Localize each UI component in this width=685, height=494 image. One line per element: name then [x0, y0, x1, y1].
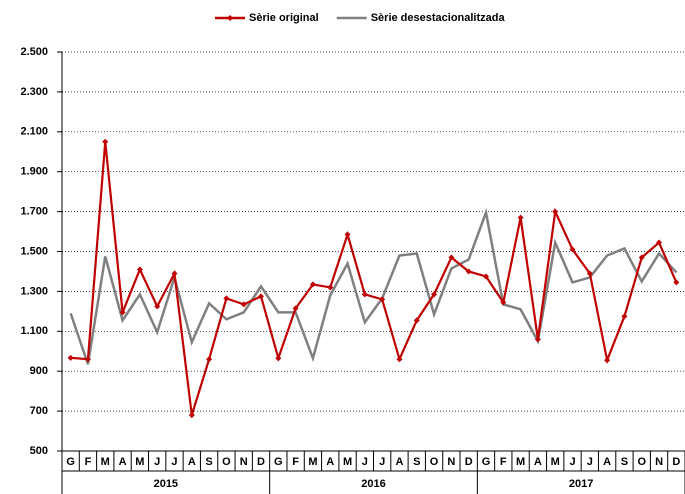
point-marker [275, 355, 282, 362]
x-tick-label: M [343, 456, 352, 468]
point-marker [309, 281, 316, 288]
point-marker [552, 208, 559, 215]
x-tick-label: S [205, 456, 212, 468]
point-marker [656, 239, 663, 246]
point-marker [621, 313, 628, 320]
x-tick-label: A [326, 456, 334, 468]
legend-label: Sèrie desestacionalitzada [371, 12, 506, 24]
x-tick-label: A [603, 456, 611, 468]
x-tick-label: M [516, 456, 525, 468]
point-marker [465, 268, 472, 275]
x-tick-label: M [308, 456, 317, 468]
x-tick-label: G [66, 456, 75, 468]
y-tick-label: 900 [30, 365, 48, 377]
x-tick-label: A [188, 456, 196, 468]
point-marker [586, 270, 593, 277]
year-label: 2017 [569, 478, 593, 490]
x-tick-label: D [257, 456, 265, 468]
x-tick-label: J [379, 456, 385, 468]
point-marker [379, 296, 386, 303]
point-marker [396, 356, 403, 363]
x-tick-label: A [395, 456, 403, 468]
point-marker [67, 354, 74, 361]
point-marker [448, 254, 455, 261]
point-marker [171, 270, 178, 277]
x-tick-label: F [292, 456, 299, 468]
x-tick-label: N [240, 456, 248, 468]
point-marker [223, 295, 230, 302]
x-tick-label: F [85, 456, 92, 468]
x-tick-label: S [621, 456, 628, 468]
y-tick-label: 1.100 [20, 325, 48, 337]
y-tick-label: 500 [30, 445, 48, 457]
point-marker [154, 303, 161, 310]
x-tick-label: M [551, 456, 560, 468]
x-tick-label: F [500, 456, 507, 468]
point-marker [500, 299, 507, 306]
x-tick-label: J [362, 456, 368, 468]
x-tick-label: A [534, 456, 542, 468]
x-tick-label: G [482, 456, 491, 468]
x-tick-label: J [569, 456, 575, 468]
y-tick-label: 700 [30, 405, 48, 417]
point-marker [240, 301, 247, 308]
point-marker [102, 138, 109, 145]
y-tick-label: 1.500 [20, 245, 48, 257]
x-tick-label: N [655, 456, 663, 468]
year-label: 2015 [154, 478, 178, 490]
point-marker [84, 356, 91, 363]
point-marker [534, 336, 541, 343]
point-marker [327, 284, 334, 291]
legend-label: Sèrie original [249, 12, 319, 24]
series-line [70, 141, 678, 416]
y-tick-label: 2.300 [20, 86, 48, 98]
y-tick-label: 1.900 [20, 166, 48, 178]
point-marker [258, 293, 265, 300]
x-tick-label: S [413, 456, 420, 468]
x-tick-label: A [119, 456, 127, 468]
point-marker [638, 254, 645, 261]
x-tick-label: O [430, 456, 439, 468]
point-marker [188, 412, 195, 419]
point-marker [344, 231, 351, 238]
x-tick-label: O [637, 456, 646, 468]
point-marker [431, 291, 438, 298]
point-marker [206, 356, 213, 363]
point-marker [136, 266, 143, 273]
y-tick-label: 2.100 [20, 126, 48, 138]
x-tick-label: J [587, 456, 593, 468]
point-marker [569, 246, 576, 253]
point-marker [119, 309, 126, 316]
x-tick-label: M [101, 456, 110, 468]
legend-marker [227, 15, 233, 21]
x-tick-label: D [465, 456, 473, 468]
x-tick-label: O [222, 456, 231, 468]
y-tick-label: 1.300 [20, 285, 48, 297]
x-tick-label: M [135, 456, 144, 468]
point-marker [292, 305, 299, 312]
year-label: 2016 [361, 478, 385, 490]
y-tick-label: 2.500 [20, 46, 48, 58]
x-tick-label: N [447, 456, 455, 468]
point-marker [673, 279, 680, 286]
point-marker [517, 214, 524, 221]
point-marker [482, 273, 489, 280]
point-marker [413, 317, 420, 324]
x-tick-label: G [274, 456, 283, 468]
point-marker [604, 357, 611, 364]
x-tick-label: D [672, 456, 680, 468]
x-tick-label: J [154, 456, 160, 468]
point-marker [361, 291, 368, 298]
x-tick-label: J [171, 456, 177, 468]
series-line [69, 207, 678, 365]
y-tick-label: 1.700 [20, 206, 48, 218]
